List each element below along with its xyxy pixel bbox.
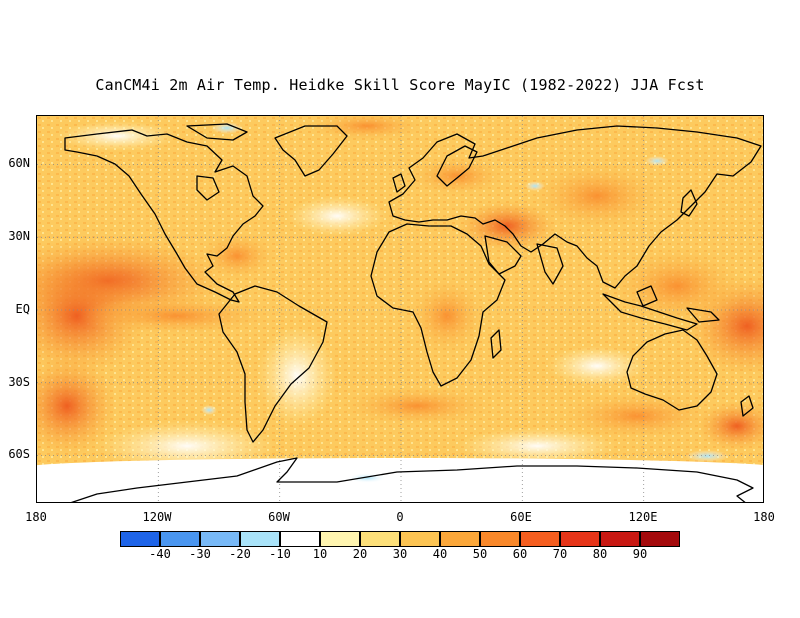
lon-label-180e: 180 [753, 510, 775, 524]
colorbar-segment [120, 531, 160, 547]
colorbar-segment [320, 531, 360, 547]
eurasia-coast [388, 125, 762, 289]
japan-coast [680, 189, 698, 217]
lat-label-60n: 60N [8, 156, 30, 170]
north-america-coast [64, 129, 264, 303]
africa-coast [370, 223, 506, 387]
colorbar-segment [360, 531, 400, 547]
lon-label-120e: 120E [628, 510, 658, 524]
lat-label-30n: 30N [8, 229, 30, 243]
colorbar-segment [160, 531, 200, 547]
colorbar-segment [560, 531, 600, 547]
lat-label-30s: 30S [8, 375, 30, 389]
colorbar-label: 50 [472, 547, 488, 561]
skill-score-map [37, 116, 763, 502]
colorbar [120, 531, 680, 547]
south-america-coast [218, 285, 328, 443]
colorbar-label: -40 [149, 547, 171, 561]
colorbar-label: 80 [592, 547, 608, 561]
colorbar-segment [240, 531, 280, 547]
british-isles-coast [392, 173, 406, 193]
hudson-bay-coast [196, 175, 220, 201]
colorbar-label: 90 [632, 547, 648, 561]
colorbar-label: -10 [269, 547, 291, 561]
colorbar-segment [520, 531, 560, 547]
scandinavia-coast [436, 145, 478, 187]
antarctica-coast [70, 457, 754, 502]
indonesia-coast [602, 293, 698, 331]
colorbar-label: -20 [229, 547, 251, 561]
lon-label-0: 0 [396, 510, 404, 524]
lat-label-eq: EQ [15, 302, 30, 316]
colorbar-segment [480, 531, 520, 547]
colorbar-label: 40 [432, 547, 448, 561]
india-coast [536, 243, 564, 285]
borneo-coast [636, 285, 658, 307]
colorbar-label: 30 [392, 547, 408, 561]
greenland-coast [274, 125, 348, 177]
new-zealand-coast [740, 395, 754, 417]
colorbar-segment [200, 531, 240, 547]
new-guinea-coast [686, 307, 720, 323]
map-panel [36, 115, 764, 503]
colorbar-segment [400, 531, 440, 547]
map-title: CanCM4i 2m Air Temp. Heidke Skill Score … [95, 76, 705, 94]
lat-label-60s: 60S [8, 447, 30, 461]
madagascar-coast [490, 329, 502, 359]
colorbar-label: 20 [352, 547, 368, 561]
coastlines [64, 123, 762, 502]
arabia-coast [484, 235, 522, 275]
colorbar-label: 70 [552, 547, 568, 561]
lon-label-120w: 120W [142, 510, 172, 524]
arctic-islands-coast [186, 123, 248, 141]
colorbar-segment [440, 531, 480, 547]
colorbar-label: -30 [189, 547, 211, 561]
colorbar-segment [280, 531, 320, 547]
colorbar-segment [640, 531, 680, 547]
australia-coast [626, 329, 718, 411]
lon-label-60w: 60W [268, 510, 290, 524]
lon-label-60e: 60E [510, 510, 532, 524]
colorbar-label: 10 [312, 547, 328, 561]
lon-label-180w: 180 [25, 510, 47, 524]
colorbar-segment [600, 531, 640, 547]
colorbar-label: 60 [512, 547, 528, 561]
